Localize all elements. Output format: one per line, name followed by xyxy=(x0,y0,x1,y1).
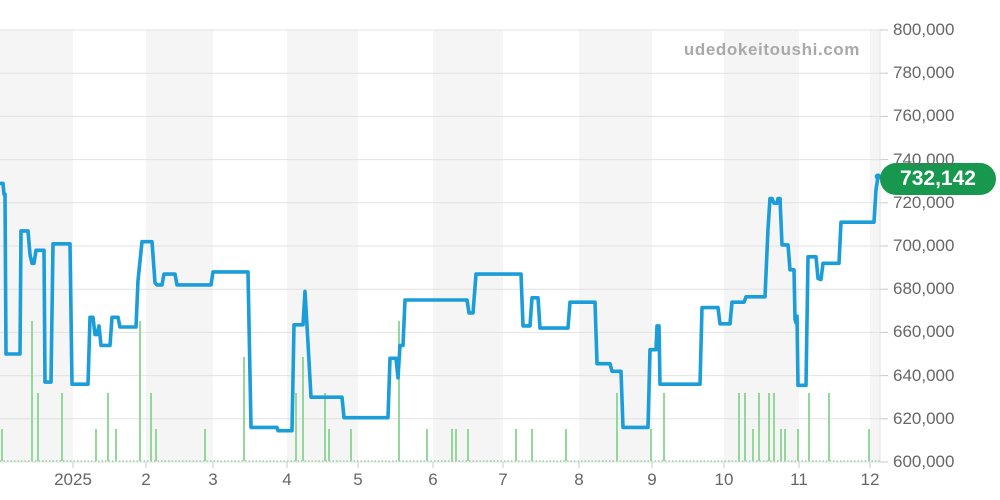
volume-bar xyxy=(738,393,740,461)
x-axis-label: 4 xyxy=(282,470,292,489)
y-axis-label: 760,000 xyxy=(893,106,955,126)
price-line xyxy=(0,174,880,433)
volume-bar xyxy=(37,393,39,461)
volume-bar xyxy=(768,393,770,461)
volume-bar xyxy=(398,321,400,461)
x-axis-label: 6 xyxy=(428,470,438,489)
volume-bar xyxy=(784,429,786,461)
volume-bar xyxy=(95,429,97,461)
y-axis-label: 800,000 xyxy=(893,20,955,39)
volume-bar xyxy=(565,429,567,461)
y-axis-label: 680,000 xyxy=(893,279,955,299)
volume-bar xyxy=(155,429,157,461)
volume-bar xyxy=(797,429,799,461)
x-axis-label: 8 xyxy=(574,470,584,489)
volume-bar xyxy=(758,393,760,461)
watermark: udedokeitoushi.com xyxy=(683,40,860,59)
x-axis-label: 2025 xyxy=(54,470,92,489)
y-axis-label: 660,000 xyxy=(893,322,955,342)
volume-bar xyxy=(139,321,141,461)
volume-bar xyxy=(828,393,830,461)
volume-bar xyxy=(328,429,330,461)
volume-bar xyxy=(350,429,352,461)
x-axis-label: 12 xyxy=(860,470,880,489)
volume-bar xyxy=(451,429,453,461)
x-axis-label: 11 xyxy=(790,470,808,489)
y-axis-label: 620,000 xyxy=(893,408,955,428)
x-axis-label: 3 xyxy=(208,470,218,489)
volume-bar xyxy=(1,429,3,461)
volume-bar xyxy=(324,393,326,461)
y-axis-label: 720,000 xyxy=(893,192,955,212)
volume-bar xyxy=(650,429,652,461)
x-axis-label: 7 xyxy=(498,470,508,489)
volume-bar xyxy=(752,429,754,461)
volume-bar xyxy=(744,393,746,461)
volume-bar xyxy=(515,429,517,461)
x-axis-label: 10 xyxy=(714,470,734,489)
volume-bar xyxy=(61,393,63,461)
volume-bar xyxy=(295,393,297,461)
x-axis-label: 5 xyxy=(353,470,363,489)
volume-bar xyxy=(31,321,33,461)
volume-bar xyxy=(808,393,810,461)
y-axis-label: 700,000 xyxy=(893,236,955,255)
volume-bar xyxy=(426,429,428,461)
x-axis-label: 2 xyxy=(141,470,151,489)
volume-bar xyxy=(150,393,152,461)
volume-bar xyxy=(243,357,245,461)
volume-bar xyxy=(455,429,457,461)
y-axis-label: 640,000 xyxy=(893,365,955,385)
volume-bar xyxy=(467,429,469,461)
volume-bar xyxy=(302,357,304,461)
x-axis-label: 9 xyxy=(647,470,657,489)
volume-bar xyxy=(780,429,782,461)
volume-bar xyxy=(531,429,533,461)
volume-bar xyxy=(107,393,109,461)
y-axis-label: 780,000 xyxy=(893,63,955,83)
volume-bar xyxy=(773,393,775,461)
y-axis-label: 600,000 xyxy=(893,452,955,471)
price-line-end-dot xyxy=(874,173,882,180)
volume-bar xyxy=(204,429,206,461)
y-axis-label: 740,000 xyxy=(893,149,955,169)
volume-bar xyxy=(115,429,117,461)
volume-bar xyxy=(663,393,665,461)
current-price-badge: 732,142 xyxy=(880,163,996,195)
volume-bar xyxy=(616,393,618,461)
volume-bar xyxy=(868,429,870,461)
